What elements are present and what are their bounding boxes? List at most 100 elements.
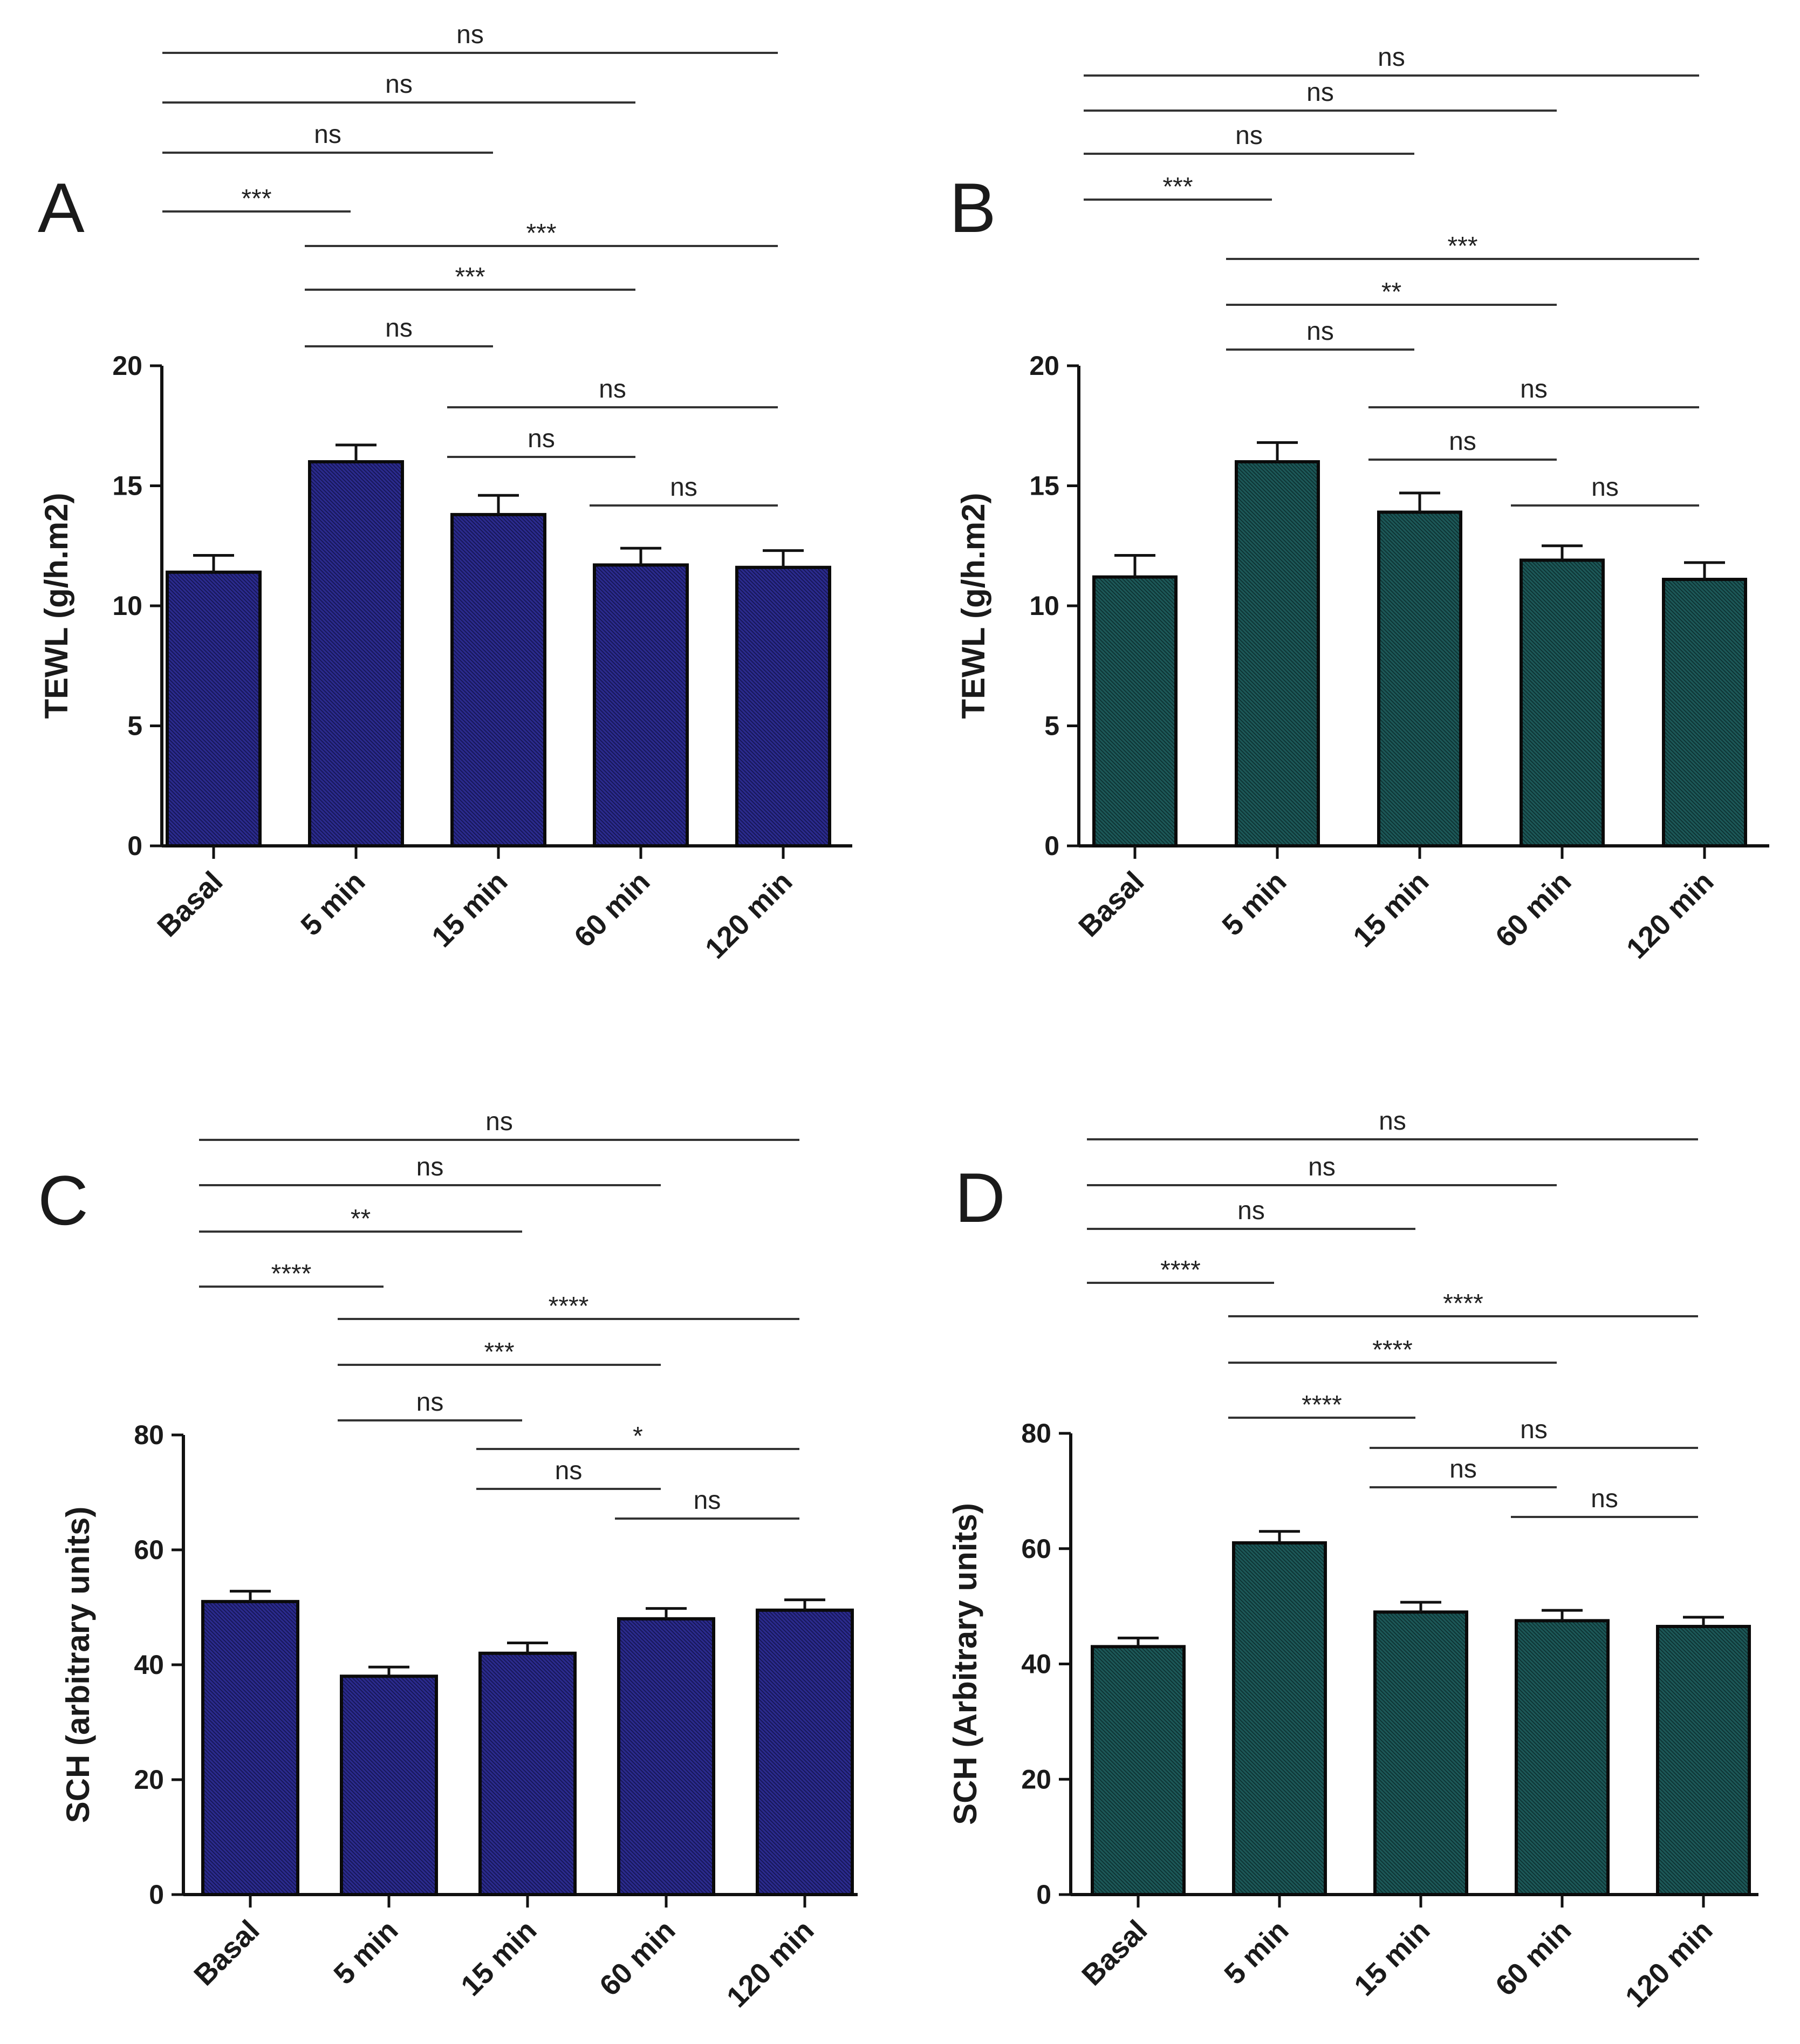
significance-label: ns	[1449, 1455, 1477, 1484]
significance-label: ****	[1372, 1336, 1413, 1364]
significance-label: **	[351, 1205, 371, 1233]
significance-label: ns	[1235, 121, 1263, 150]
x-tick-label: 120 min	[699, 865, 799, 965]
panel-letter: C	[38, 1161, 88, 1240]
bar	[1662, 578, 1747, 848]
bar	[1235, 460, 1320, 847]
chart-panel-a: A 0 5 10 15 20 TEWL (g/h.m2) Basal 5 min 15 min 60…	[38, 20, 852, 965]
significance-label: ns	[1306, 78, 1334, 107]
significance-label: ***	[455, 263, 485, 291]
bar	[450, 512, 546, 847]
significance-label: ***	[1447, 232, 1477, 261]
y-tick-label: 80	[134, 1420, 164, 1450]
significance-label: ns	[670, 473, 697, 502]
significance-label: **	[1381, 278, 1401, 306]
significance-label: ns	[599, 375, 626, 404]
x-tick-label: Basal	[1072, 865, 1150, 943]
significance-label: ***	[1162, 173, 1193, 201]
x-tick-label: 60 min	[568, 865, 656, 953]
bar	[1232, 1541, 1327, 1896]
x-tick-label: 120 min	[721, 1914, 820, 2014]
x-tick-label: 120 min	[1620, 865, 1720, 965]
significance-label: ns	[1306, 317, 1334, 346]
x-tick-label: 60 min	[593, 1914, 681, 2002]
significance-label: ****	[1160, 1256, 1201, 1284]
y-tick-label: 40	[1021, 1649, 1051, 1679]
y-tick-label: 0	[127, 831, 142, 861]
significance-label: ns	[1520, 1416, 1548, 1444]
significance-label: ****	[1302, 1391, 1342, 1419]
significance-label: ns	[485, 1108, 513, 1136]
x-tick-label: 120 min	[1619, 1914, 1719, 2014]
y-tick-label: 10	[112, 591, 142, 621]
y-tick-label: 40	[134, 1650, 164, 1680]
significance-label: ***	[241, 184, 271, 213]
significance-label: ns	[1379, 1107, 1406, 1136]
bar	[617, 1617, 715, 1897]
significance-label: ns	[385, 314, 413, 343]
significance-label: ns	[416, 1153, 444, 1181]
chart-panel-d: D 0 20 40 60 80 SCH (Arbitrary units) Basal 5 mi…	[947, 1107, 1758, 2014]
bar	[1092, 575, 1178, 847]
bar	[1656, 1625, 1751, 1896]
x-tick-label: 15 min	[455, 1914, 543, 2002]
y-tick-label: 20	[1029, 351, 1059, 381]
y-tick-label: 20	[1021, 1764, 1051, 1794]
y-tick-label: 10	[1029, 591, 1059, 621]
y-tick-label: 20	[134, 1765, 164, 1795]
bar	[1091, 1645, 1186, 1896]
significance-label: ns	[528, 425, 555, 453]
significance-label: ns	[1520, 375, 1548, 404]
significance-label: ns	[555, 1457, 583, 1485]
chart-panel-c: C 0 20 40 60 80 SCH (arbitrary units) Basal 5 mi…	[38, 1108, 858, 2014]
x-tick-label: 15 min	[1347, 865, 1435, 953]
y-tick-label: 5	[1044, 711, 1059, 741]
significance-label: ns	[456, 20, 484, 49]
bar	[1373, 1610, 1468, 1896]
y-tick-label: 20	[112, 351, 142, 381]
y-tick-label: 15	[112, 471, 142, 501]
y-axis-label: SCH (Arbitrary units)	[947, 1503, 983, 1825]
bar	[1515, 1619, 1610, 1896]
bar	[1377, 510, 1462, 847]
significance-label: ns	[1308, 1153, 1336, 1181]
bar	[735, 565, 831, 848]
x-tick-label: 5 min	[1218, 1914, 1295, 1991]
bar	[593, 563, 689, 847]
significance-label: ***	[484, 1338, 514, 1366]
y-tick-label: 80	[1021, 1418, 1051, 1448]
y-tick-label: 15	[1029, 471, 1059, 501]
x-tick-label: 5 min	[295, 865, 371, 942]
x-tick-label: Basal	[151, 865, 229, 943]
x-tick-label: 5 min	[327, 1914, 404, 1991]
x-tick-label: 60 min	[1489, 865, 1577, 953]
significance-label: ns	[1591, 473, 1619, 502]
x-tick-label: 60 min	[1489, 1914, 1577, 2002]
y-tick-label: 0	[149, 1879, 164, 1910]
significance-label: ns	[1591, 1485, 1618, 1513]
significance-label: *	[633, 1422, 643, 1451]
y-axis-label: TEWL (g/h.m2)	[955, 493, 991, 719]
significance-label: ns	[1237, 1197, 1265, 1225]
significance-label: ****	[1443, 1289, 1483, 1318]
y-tick-label: 0	[1036, 1879, 1051, 1910]
y-axis-label: SCH (arbitrary units)	[60, 1507, 96, 1823]
significance-label: ****	[549, 1292, 589, 1321]
significance-label: ns	[314, 120, 341, 149]
bar	[201, 1599, 299, 1897]
y-axis-label: TEWL (g/h.m2)	[38, 493, 74, 719]
bar	[756, 1608, 854, 1896]
y-tick-label: 60	[134, 1535, 164, 1565]
significance-label: ns	[1378, 43, 1405, 72]
panel-letter: A	[38, 168, 85, 247]
significance-label: ns	[694, 1486, 721, 1515]
significance-label: ns	[385, 70, 413, 99]
significance-label: ns	[416, 1388, 444, 1417]
significance-label: ***	[526, 219, 556, 248]
significance-label: ****	[271, 1260, 312, 1288]
x-tick-label: 15 min	[1348, 1914, 1436, 2002]
x-tick-label: Basal	[188, 1914, 265, 1992]
bar	[340, 1674, 438, 1897]
y-tick-label: 0	[1044, 831, 1059, 861]
